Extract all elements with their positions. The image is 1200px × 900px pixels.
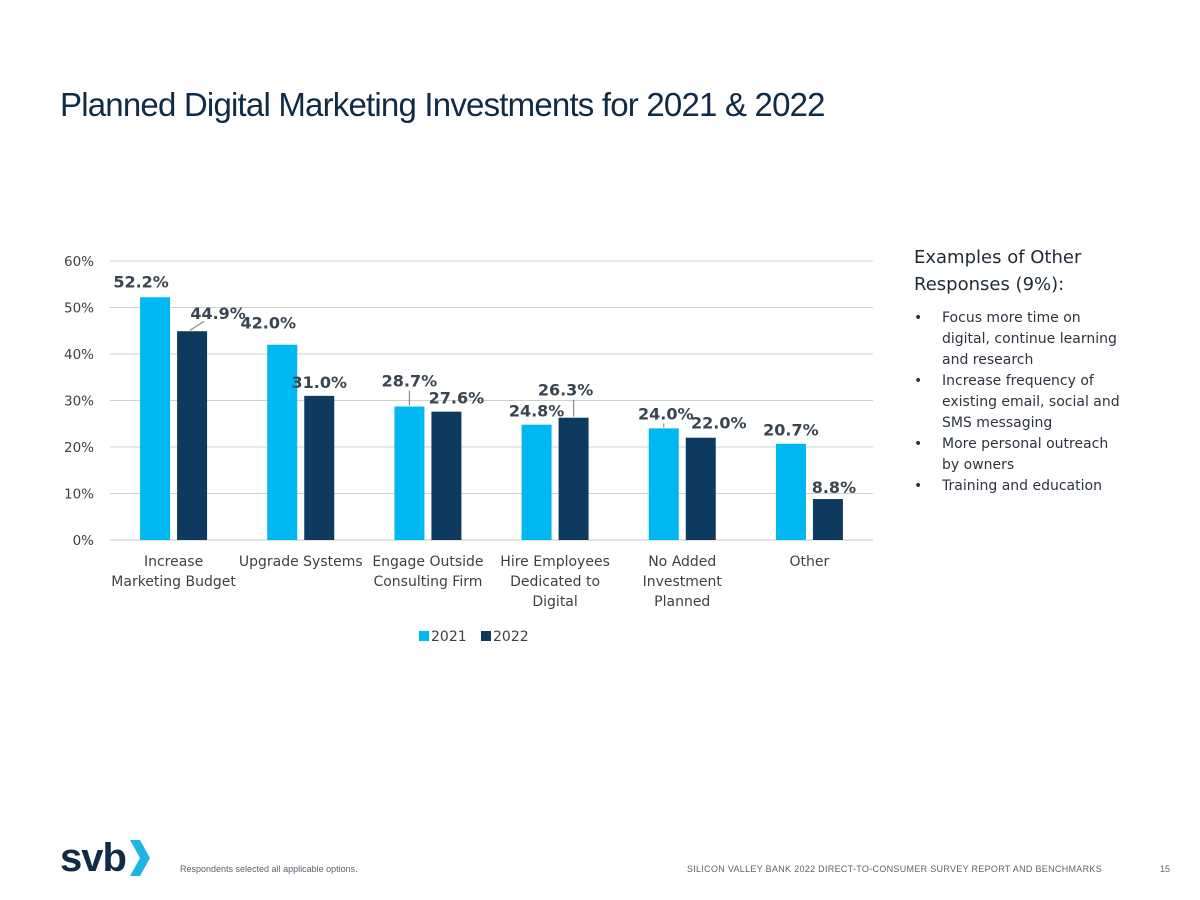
category-label: Hire Employees [500,554,610,570]
bar-2022 [177,331,208,540]
other-response-line: and research [942,352,1034,368]
category-label: Increase [144,554,203,570]
other-response-item: • Training and education [914,476,1154,497]
legend-label: 2021 [431,629,467,645]
legend-swatch-2021 [419,631,429,641]
other-responses-heading: Examples of Other Responses (9%): [914,244,1154,298]
bar-2021 [775,443,806,540]
footer-report-title: SILICON VALLEY BANK 2022 DIRECT-TO-CONSU… [686,864,1102,874]
y-tick-label: 10% [64,487,94,503]
bar-2021 [521,424,552,540]
data-label: 52.2% [113,272,169,291]
y-tick-label: 40% [64,347,94,363]
heading-line: Examples of Other [914,247,1082,268]
bar-2021 [267,344,298,540]
category-label: Dedicated to [510,574,600,590]
data-label: 42.0% [240,314,296,333]
category-label: Investment [643,574,723,590]
chevron-right-icon [129,840,150,876]
category-label: Digital [532,594,577,610]
other-response-line: SMS messaging [942,415,1053,431]
page-title: Planned Digital Marketing Investments fo… [60,86,826,123]
other-responses-list: • Focus more time on digital, continue lea… [914,308,1154,497]
category-label: Marketing Budget [111,574,236,590]
logo-wordmark: svb [60,836,127,880]
y-tick-label: 30% [64,394,94,410]
other-response-line: Training and education [942,478,1102,494]
bar-2022 [304,395,335,540]
other-response-line: Increase frequency of [942,373,1094,389]
data-label: 28.7% [382,372,438,391]
y-tick-label: 50% [64,301,94,317]
footnote: Respondents selected all applicable opti… [180,864,358,874]
bullet-icon: • [914,436,923,452]
other-response-line: existing email, social and [942,394,1120,410]
data-label: 22.0% [691,414,747,433]
data-label: 31.0% [291,373,347,392]
bullet-icon: • [914,373,923,389]
bullet-icon: • [914,478,923,494]
data-label: 27.6% [429,389,485,408]
data-label: 44.9% [190,304,246,323]
other-response-line: by owners [942,457,1015,473]
other-response-item: • Focus more time on digital, continue lea… [914,308,1154,371]
bar-2022 [685,437,716,540]
y-tick-label: 20% [64,440,94,456]
other-response-line: More personal outreach [942,436,1109,452]
y-tick-label: 0% [73,533,95,549]
category-label: Other [790,554,830,570]
bar-2021 [648,428,679,540]
other-responses-panel: Examples of Other Responses (9%): • Focus… [914,244,1154,497]
page-number: 15 [1159,864,1170,874]
category-label: Planned [654,594,710,610]
data-label: 20.7% [763,421,819,440]
data-label: 24.0% [638,404,694,423]
other-response-line: digital, continue learning [942,331,1117,347]
label-leader-line [189,320,205,331]
heading-line: Responses (9%): [914,274,1065,295]
data-label: 26.3% [538,381,594,400]
bar-2022 [812,499,843,540]
svb-logo: svb [60,836,152,880]
other-response-line: Focus more time on [942,310,1081,326]
other-response-item: • More personal outreach by owners [914,434,1154,476]
category-label: No Added [648,554,716,570]
category-label: Engage Outside [372,554,483,570]
category-label: Consulting Firm [373,574,482,590]
legend-swatch-2022 [481,631,491,641]
bullet-icon: • [914,310,923,326]
bar-2021 [394,406,425,540]
category-label: Upgrade Systems [239,554,363,570]
bar-2021 [140,297,171,540]
data-label: 24.8% [509,402,565,421]
data-label: 8.8% [812,478,856,497]
bar-2022 [431,411,462,540]
y-tick-label: 60% [64,254,94,270]
other-response-item: • Increase frequency of existing email, so… [914,371,1154,434]
bar-2022 [558,417,589,540]
legend-label: 2022 [493,629,529,645]
